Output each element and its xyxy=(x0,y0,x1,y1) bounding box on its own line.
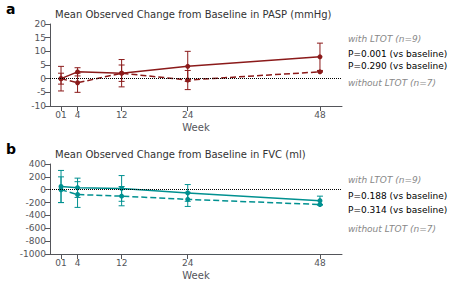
svg-text:without LTOT (n=7): without LTOT (n=7) xyxy=(348,78,436,88)
svg-text:-600: -600 xyxy=(26,223,47,233)
svg-text:0: 0 xyxy=(40,185,46,195)
svg-text:12: 12 xyxy=(116,258,127,268)
svg-text:b: b xyxy=(6,141,16,157)
svg-text:01: 01 xyxy=(55,258,66,268)
svg-text:200: 200 xyxy=(29,172,46,182)
svg-text:a: a xyxy=(6,1,15,17)
svg-text:10: 10 xyxy=(35,46,47,56)
svg-text:-10: -10 xyxy=(31,101,46,111)
svg-text:P=0.290 (vs baseline): P=0.290 (vs baseline) xyxy=(348,61,447,71)
svg-text:5: 5 xyxy=(40,60,46,70)
svg-text:without LTOT (n=7): without LTOT (n=7) xyxy=(348,224,436,234)
svg-text:Week: Week xyxy=(182,122,210,133)
svg-text:24: 24 xyxy=(182,258,194,268)
svg-text:P=0.314 (vs baseline): P=0.314 (vs baseline) xyxy=(348,205,447,215)
svg-text:12: 12 xyxy=(116,110,127,120)
svg-text:-200: -200 xyxy=(26,198,47,208)
svg-text:with LTOT (n=9): with LTOT (n=9) xyxy=(348,34,421,44)
svg-text:-1000: -1000 xyxy=(20,249,46,259)
svg-text:P=0.001 (vs baseline): P=0.001 (vs baseline) xyxy=(348,49,447,59)
svg-text:P=0.188 (vs baseline): P=0.188 (vs baseline) xyxy=(348,191,447,201)
svg-text:48: 48 xyxy=(314,258,326,268)
svg-text:-5: -5 xyxy=(37,87,46,97)
svg-text:Mean Observed Change from Base: Mean Observed Change from Baseline in FV… xyxy=(55,149,306,160)
svg-text:Week: Week xyxy=(182,270,210,281)
svg-text:20: 20 xyxy=(35,19,47,29)
svg-text:-400: -400 xyxy=(26,210,47,220)
svg-text:01: 01 xyxy=(55,110,66,120)
svg-text:400: 400 xyxy=(29,159,46,169)
svg-text:24: 24 xyxy=(182,110,194,120)
svg-text:Mean Observed Change from Base: Mean Observed Change from Baseline in PA… xyxy=(55,9,332,20)
svg-text:4: 4 xyxy=(75,258,81,268)
svg-text:15: 15 xyxy=(35,33,46,43)
svg-text:4: 4 xyxy=(75,110,81,120)
svg-text:48: 48 xyxy=(314,110,326,120)
svg-text:with LTOT (n=9): with LTOT (n=9) xyxy=(348,175,421,185)
svg-text:0: 0 xyxy=(40,74,46,84)
svg-text:-800: -800 xyxy=(26,236,47,246)
